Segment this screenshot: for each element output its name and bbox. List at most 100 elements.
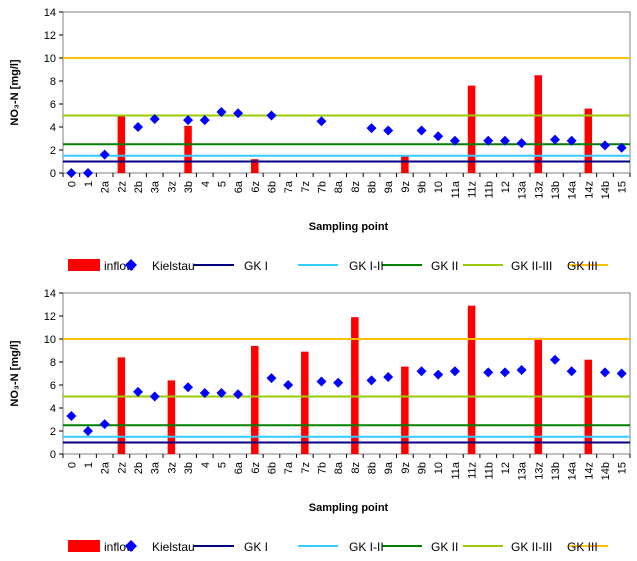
plot-area [62, 292, 631, 455]
x-tick-label: 13b [550, 181, 562, 199]
x-tick-label: 9b [417, 462, 429, 474]
x-tick-label: 13z [533, 462, 545, 480]
kielstau-point [316, 376, 327, 387]
x-tick-label: 2z [116, 181, 128, 193]
x-tick-label: 9b [417, 181, 429, 193]
x-tick-label: 6z [250, 462, 262, 474]
kielstau-point [499, 367, 510, 378]
kielstau-point [216, 107, 227, 118]
kielstau-point [183, 115, 194, 126]
legend: inflow Kielstau GK I GK I-II GK II GK II-III G… [68, 540, 608, 554]
x-tick-label: 1 [83, 181, 95, 187]
legend-label-gk-i-ii: GK I-II [349, 540, 384, 554]
x-tick-label: 3z [166, 462, 178, 474]
kielstau-point [566, 135, 577, 146]
legend-label-gk-ii: GK II [431, 259, 458, 273]
x-tick-label: 7z [300, 181, 312, 193]
x-tick-label: 7b [316, 181, 328, 193]
legend-label-gk-ii-iii: GK II-III [511, 259, 552, 273]
kielstau-point [133, 386, 144, 397]
x-tick-label: 9z [400, 181, 412, 193]
y-tick-label: 2 [50, 426, 56, 438]
x-axis-label: Sampling point [309, 502, 389, 514]
x-tick-label: 14b [600, 462, 612, 480]
x-tick-label: 10 [433, 462, 445, 474]
legend-swatch-kielstau [125, 259, 137, 271]
kielstau-point [616, 142, 627, 153]
kielstau-point [416, 125, 427, 136]
y-tick-label: 8 [50, 357, 56, 369]
kielstau-point [516, 138, 527, 149]
kielstau-point [483, 367, 494, 378]
kielstau-point [449, 135, 460, 146]
legend-swatch-inflow [68, 259, 100, 271]
inflow-bar [167, 380, 176, 454]
x-tick-label: 6b [266, 181, 278, 193]
inflow-bar [301, 351, 309, 454]
kielstau-point [499, 135, 510, 146]
y-tick-label: 2 [50, 145, 56, 157]
legend-label-inflow: inflow [104, 540, 135, 554]
kielstau-point [366, 123, 377, 134]
kielstau-point [333, 377, 344, 388]
y-tick-label: 10 [44, 334, 56, 346]
x-tick-label: 11a [450, 180, 462, 198]
y-tick-label: 6 [50, 380, 56, 392]
x-tick-label: 12 [500, 462, 512, 474]
x-tick-label: 10 [433, 181, 445, 193]
x-tick-label: 8a [333, 180, 345, 193]
x-tick-label: 11b [483, 462, 495, 480]
kielstau-point [416, 366, 427, 377]
x-tick-label: 11z [467, 181, 479, 198]
y-axis-label: NO₃-N [mg/l] [9, 340, 21, 407]
x-tick-label: 8b [367, 181, 379, 193]
x-tick-label: 12 [500, 181, 512, 193]
x-tick-label: 0 [66, 181, 78, 187]
legend-label-gk-ii: GK II [431, 540, 458, 554]
x-axis-label: Sampling point [309, 221, 389, 233]
x-tick-label: 3z [166, 181, 178, 193]
y-tick-label: 8 [50, 76, 56, 88]
x-tick-label: 11b [483, 181, 495, 199]
kielstau-point [99, 419, 110, 430]
kielstau-point [599, 140, 610, 151]
y-axis-label: NO₃-N [mg/l] [9, 59, 21, 126]
legend-label-kielstau: Kielstau [152, 540, 195, 554]
inflow-bar [251, 159, 259, 173]
x-tick-label: 5 [216, 181, 228, 187]
inflow-bar [184, 125, 192, 173]
x-tick-label: 8z [350, 462, 362, 474]
kielstau-point [199, 388, 210, 399]
y-tick-label: 6 [50, 99, 56, 111]
x-tick-label: 14b [600, 181, 612, 199]
x-tick-label: 2a [100, 180, 112, 193]
kielstau-point [149, 391, 160, 402]
x-tick-label: 8a [333, 461, 345, 474]
kielstau-point [599, 367, 610, 378]
x-tick-label: 3b [183, 462, 195, 474]
x-tick-label: 6b [266, 462, 278, 474]
x-tick-label: 8z [350, 181, 362, 193]
x-tick-label: 4 [200, 181, 212, 187]
kielstau-point [549, 134, 560, 145]
kielstau-point [83, 168, 94, 178]
kielstau-point [99, 149, 110, 160]
kielstau-point [383, 125, 394, 136]
y-tick-label: 12 [44, 311, 56, 323]
legend-label-gk-i: GK I [244, 540, 268, 554]
x-tick-label: 2a [100, 461, 112, 474]
kielstau-point [449, 366, 460, 377]
x-tick-label: 15 [617, 181, 629, 193]
kielstau-point [433, 369, 444, 380]
inflow-bar [117, 357, 126, 454]
x-tick-label: 5 [216, 462, 228, 468]
kielstau-point [216, 388, 227, 399]
y-tick-label: 12 [44, 30, 56, 42]
legend-swatch-inflow [68, 540, 100, 552]
kielstau-point [66, 168, 77, 178]
y-tick-label: 14 [44, 7, 56, 19]
x-tick-label: 7b [316, 462, 328, 474]
